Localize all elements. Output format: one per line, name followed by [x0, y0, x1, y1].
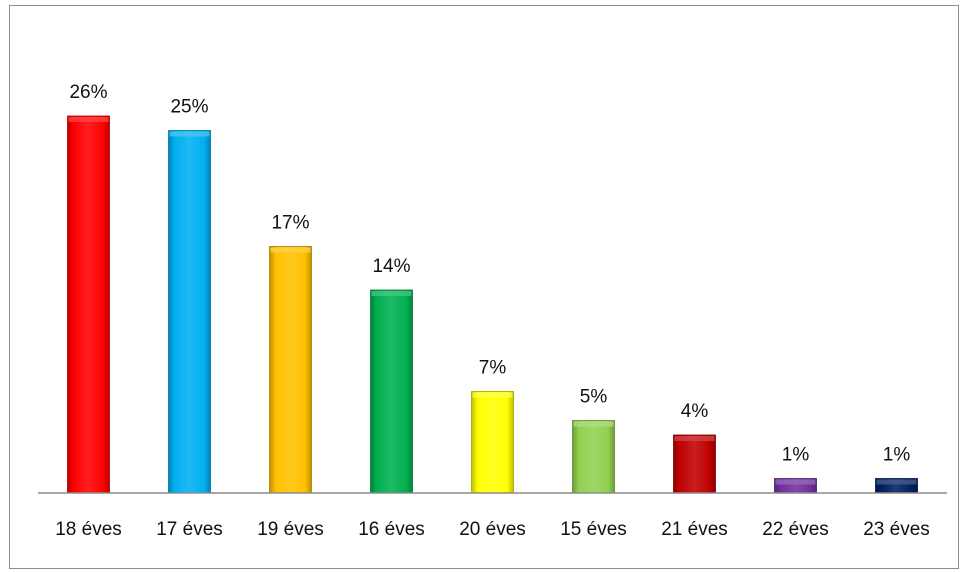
bar-6 [572, 420, 615, 494]
x-tick-label-4: 16 éves [358, 519, 425, 540]
x-tick-label-5: 20 éves [459, 519, 526, 540]
x-tick-label-7: 21 éves [661, 519, 728, 540]
data-label-1: 26% [69, 82, 107, 103]
bar-highlight-3 [270, 247, 311, 253]
data-label-9: 1% [883, 445, 911, 466]
x-tick-label-2: 17 éves [156, 519, 223, 540]
data-label-7: 4% [681, 401, 709, 422]
bar-highlight-8 [775, 479, 816, 485]
bar-highlight-9 [876, 479, 917, 485]
data-label-8: 1% [782, 445, 810, 466]
bar-3 [269, 246, 312, 494]
bar-5 [471, 391, 514, 494]
bar-1 [67, 115, 110, 494]
bar-2 [168, 130, 211, 494]
bar-highlight-6 [573, 421, 614, 427]
data-labels-layer: 26% 25% 17% 14% 7% 5% 4% 1% 1% [69, 82, 910, 466]
x-tick-label-8: 22 éves [762, 519, 829, 540]
bar-highlight-5 [472, 392, 513, 398]
bar-highlight-2 [169, 131, 210, 137]
bar-highlight-1 [68, 117, 109, 122]
x-tick-label-6: 15 éves [560, 519, 627, 540]
data-label-2: 25% [170, 97, 208, 118]
x-tick-label-9: 23 éves [863, 519, 930, 540]
bar-highlight-7 [674, 436, 715, 441]
data-label-6: 5% [580, 387, 608, 408]
x-tick-labels-layer: 18 éves 17 éves 19 éves 16 éves 20 éves 15 év… [55, 519, 930, 540]
bar-4 [370, 289, 413, 494]
bars-layer [67, 115, 918, 494]
bar-highlight-4 [371, 291, 412, 296]
data-label-4: 14% [372, 256, 410, 277]
bar-7 [673, 434, 716, 494]
x-tick-label-3: 19 éves [257, 519, 324, 540]
data-label-3: 17% [271, 213, 309, 234]
x-tick-label-1: 18 éves [55, 519, 122, 540]
data-label-5: 7% [479, 358, 507, 379]
